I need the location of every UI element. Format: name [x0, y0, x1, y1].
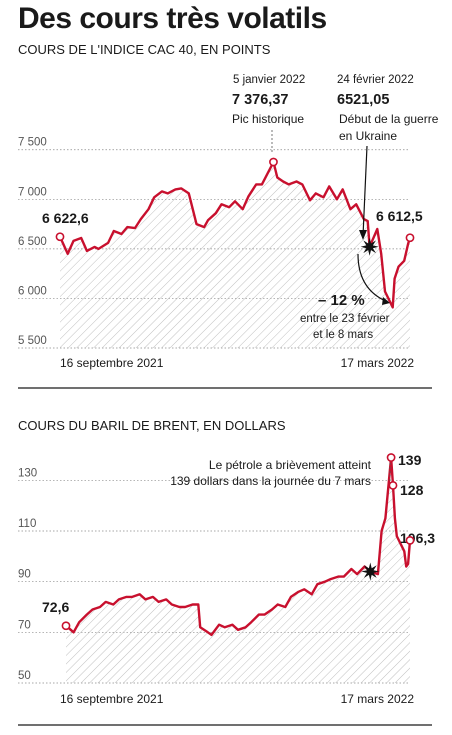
chart1-area: [60, 162, 410, 348]
chart1-x-labels: 16 septembre 2021 17 mars 2022: [60, 356, 414, 370]
war-start-star-icon: [361, 562, 380, 581]
chart1-line: [58, 160, 412, 309]
x-label-end: 17 mars 2022: [341, 356, 415, 370]
peak-date-label: 5 janvier 2022: [233, 74, 305, 86]
chart1-markers: [55, 157, 415, 256]
y-tick-label: 6 500: [18, 236, 47, 248]
chart2-line: [65, 456, 412, 637]
point-marker: [386, 453, 396, 462]
war-value-label: 6521,05: [337, 92, 389, 108]
oil-start-value: 72,6: [42, 599, 69, 615]
point-marker: [61, 621, 71, 631]
y-tick-label: 70: [18, 619, 31, 631]
y-tick-label: 130: [18, 467, 37, 479]
chart2-y-ticks: 130 110 90 70 50: [18, 467, 37, 682]
oil-end-value: 106,3: [400, 530, 435, 546]
point-marker: [405, 233, 415, 243]
chart1-y-ticks: 7 500 7 000 6 500 6 000 5 500: [18, 137, 47, 347]
oil-close-value: 128: [400, 482, 424, 498]
point-marker: [405, 535, 415, 545]
page-title: Des cours très volatils: [18, 2, 327, 35]
end-value-label: 6 612,5: [376, 208, 423, 224]
y-tick-label: 7 000: [18, 186, 47, 198]
war-arrow-head: [359, 230, 367, 240]
y-tick-label: 90: [18, 569, 31, 581]
x-label-start: 16 septembre 2021: [60, 356, 164, 370]
drop-percent-label: – 12 %: [318, 292, 365, 309]
peak-value-label: 7 376,37: [232, 92, 288, 108]
war-start-star-icon: [360, 237, 379, 256]
oil-note-line2: 139 dollars dans la journée du 7 mars: [170, 474, 371, 488]
chart2-subtitle: COURS DU BARIL DE BRENT, EN DOLLARS: [18, 418, 286, 433]
war-arrow-line: [362, 145, 368, 237]
drop-note-line1: entre le 23 février: [300, 313, 390, 325]
y-tick-label: 6 000: [18, 285, 47, 297]
start-value-label: 6 622,6: [42, 210, 89, 226]
drop-note-line2: et le 8 mars: [313, 329, 373, 341]
x-label-start: 16 septembre 2021: [60, 692, 164, 706]
x-label-end: 17 mars 2022: [341, 692, 415, 706]
peak-note-label: Pic historique: [232, 112, 304, 126]
y-tick-label: 7 500: [18, 137, 47, 149]
chart2-markers: [61, 453, 415, 631]
war-note-line2: en Ukraine: [339, 129, 397, 143]
oil-peak-value: 139: [398, 452, 422, 468]
y-tick-label: 50: [18, 670, 31, 682]
point-marker: [269, 157, 278, 167]
chart2-x-labels: 16 septembre 2021 17 mars 2022: [60, 692, 414, 706]
war-note-line1: Début de la guerre: [339, 112, 439, 126]
y-tick-label: 110: [18, 518, 36, 530]
point-marker: [55, 232, 65, 242]
y-tick-label: 5 500: [18, 335, 47, 347]
oil-note-line1: Le pétrole a brièvement atteint: [209, 458, 372, 472]
chart1-subtitle: COURS DE L'INDICE CAC 40, EN POINTS: [18, 42, 271, 57]
point-marker: [388, 480, 398, 490]
chart2-area: [66, 457, 410, 683]
drop-arrow-head: [382, 297, 390, 305]
war-date-label: 24 février 2022: [337, 74, 414, 86]
